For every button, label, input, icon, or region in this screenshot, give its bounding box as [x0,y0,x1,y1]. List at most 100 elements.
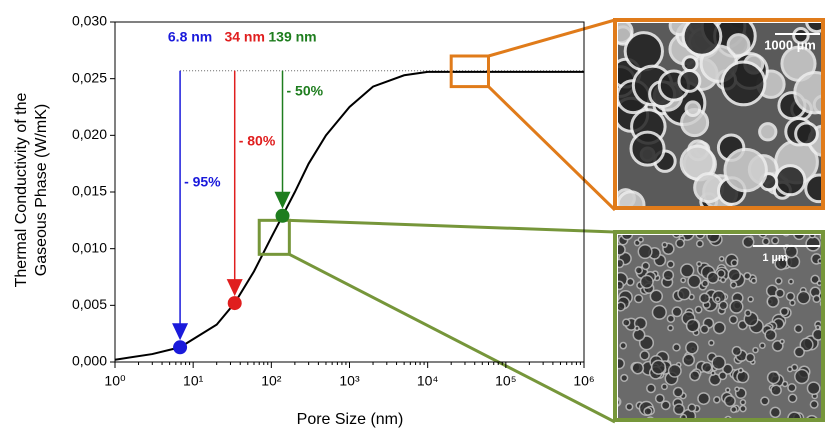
y-tick-label: 0,015 [72,183,107,199]
x-tick-label: 10⁰ [104,373,126,389]
texture [697,262,702,267]
texture [662,384,667,389]
texture [746,353,755,362]
texture [635,267,642,274]
connector [488,20,615,56]
texture [719,301,727,309]
y-tick-label: 0,020 [72,126,107,142]
texture [686,342,698,354]
reduction-label: - 95% [184,174,221,190]
texture [731,260,737,266]
texture [663,270,673,280]
texture [652,360,666,374]
texture [776,166,805,195]
texture [763,238,770,245]
texture [719,372,727,380]
texture [695,307,701,313]
texture [751,278,756,283]
texture [740,406,746,412]
x-axis-label: Pore Size (nm) [297,411,404,428]
x-tick-label: 10⁶ [573,373,594,389]
texture [731,282,737,288]
texture [776,278,782,284]
texture [678,287,690,299]
texture [739,368,743,372]
texture [776,289,784,297]
y-tick-label: 0,025 [72,69,107,85]
texture [726,388,730,392]
texture [662,242,667,247]
texture [653,305,667,319]
texture [740,400,745,405]
texture [796,123,818,145]
texture [737,371,749,383]
texture [730,316,738,324]
curve [115,72,584,360]
texture [698,393,710,405]
texture [686,102,700,116]
texture [789,394,797,402]
texture [702,363,712,373]
y-axis-label: Gaseous Phase (W/mK) [33,104,50,277]
texture [683,354,694,365]
texture [725,396,736,407]
texture [732,347,741,356]
inset-image [611,226,826,427]
texture [667,261,674,268]
texture [728,269,740,281]
reduction-label: - 80% [239,133,276,149]
texture [767,296,778,307]
texture [772,237,779,244]
texture [789,279,794,284]
texture [672,307,681,316]
texture [720,257,724,261]
texture [683,18,721,56]
point [228,296,242,310]
texture [714,397,720,403]
connector [289,254,615,422]
texture [620,343,626,349]
texture [642,262,649,269]
connector [488,87,615,210]
point-label: 34 nm [224,29,264,45]
texture [748,297,753,302]
y-tick-label: 0,000 [72,353,107,369]
y-tick-label: 0,030 [72,13,107,29]
texture [761,397,769,405]
texture [731,407,737,413]
texture [681,264,694,277]
plot-frame [115,22,584,362]
texture [725,149,766,190]
texture [688,404,695,411]
y-tick-label: 0,010 [72,239,107,255]
texture [656,394,664,402]
texture [667,315,674,322]
texture [640,351,649,360]
texture [621,375,628,382]
y-axis-label: Thermal Conductivity of the [13,93,30,288]
x-tick-label: 10⁵ [495,373,516,389]
texture [707,272,718,283]
x-tick-label: 10⁴ [417,373,439,389]
point [276,209,290,223]
texture [633,329,644,340]
texture [810,401,818,409]
texture [638,245,652,259]
texture [735,387,739,391]
point-label: 139 nm [268,29,316,45]
texture [712,356,725,369]
point [173,340,187,354]
x-tick-label: 10³ [339,373,360,389]
texture [679,71,700,92]
texture [676,239,684,247]
scale-label: 1000 µm [764,37,816,52]
x-tick-label: 10² [261,373,282,389]
reduction-label: - 50% [287,83,324,99]
texture [632,362,643,373]
texture [787,292,795,300]
texture [644,408,652,416]
texture [807,382,819,394]
texture [673,344,680,351]
texture [623,319,630,326]
texture [760,343,765,348]
